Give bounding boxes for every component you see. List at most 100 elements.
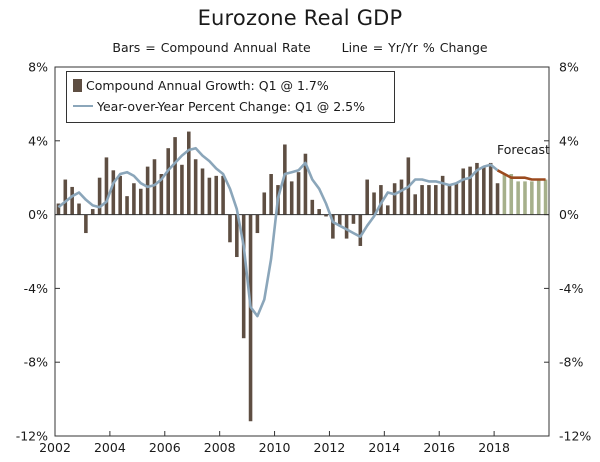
data-bar [379, 185, 383, 215]
chart-legend: Compound Annual Growth: Q1 @ 1.7% Year-o… [66, 71, 395, 123]
subtitle-bars-note: Bars = Compound Annual Rate [112, 40, 311, 55]
data-bar [118, 175, 122, 215]
data-bar [138, 188, 143, 215]
y-tick-label-left: -8% [24, 355, 48, 370]
data-bar [427, 185, 431, 215]
legend-line-swatch [73, 105, 93, 107]
data-bar [351, 214, 356, 224]
data-bar [145, 166, 150, 215]
forecast-label: Forecast [497, 142, 550, 157]
forecast-bar [523, 181, 527, 215]
data-bar [241, 214, 246, 339]
data-bar [283, 144, 287, 215]
data-bar [482, 166, 486, 215]
x-tick-label: 2016 [423, 440, 455, 455]
forecast-bar [502, 174, 507, 215]
data-bar [132, 183, 136, 215]
data-bar [461, 168, 466, 215]
data-bar [152, 159, 157, 215]
data-bar [468, 166, 472, 215]
data-bar [84, 214, 88, 234]
data-bar [180, 164, 184, 215]
data-bar [420, 185, 424, 215]
data-bar [173, 137, 177, 215]
data-bar [495, 183, 500, 215]
data-bar [166, 148, 170, 215]
data-bar [331, 214, 335, 239]
plot-frame [54, 66, 550, 437]
x-tick-label: 2018 [478, 440, 510, 455]
data-bar [365, 179, 369, 215]
data-bar [385, 205, 390, 215]
forecast-bar [516, 181, 520, 215]
x-tick-label: 2004 [94, 440, 126, 455]
y-tick-label-right: 8% [559, 60, 579, 75]
data-bar [392, 183, 397, 215]
chart-subtitle: Bars = Compound Annual Rate Line = Yr/Yr… [0, 40, 600, 55]
data-bar [97, 177, 102, 215]
data-bar [228, 214, 232, 243]
data-bar [262, 192, 267, 215]
data-bar [159, 174, 164, 215]
y-tick-label-right: 4% [559, 133, 579, 148]
y-tick-label-left: 8% [28, 60, 48, 75]
data-bar [296, 172, 301, 215]
forecast-bar [543, 179, 548, 215]
data-bar [344, 214, 349, 239]
data-bar [324, 214, 328, 217]
data-bar [125, 196, 129, 215]
legend-bar-swatch [73, 78, 82, 92]
data-bar [289, 181, 294, 215]
data-bar [111, 170, 116, 215]
data-bar [434, 185, 438, 215]
y-tick-label-left: -4% [24, 281, 48, 296]
data-bar [207, 177, 212, 215]
data-bar [187, 131, 191, 215]
data-bar [358, 214, 363, 246]
y-tick-label-right: -8% [559, 355, 583, 370]
data-bar [413, 194, 417, 215]
forecast-bar [536, 179, 541, 215]
data-bar [248, 214, 253, 422]
x-tick-label: 2008 [204, 440, 236, 455]
chart-title: Eurozone Real GDP [197, 6, 403, 30]
yoy-line [57, 146, 499, 318]
y-tick-label-left: 0% [28, 207, 48, 222]
x-tick-label: 2014 [368, 440, 400, 455]
data-bar [372, 192, 376, 215]
data-bar [77, 203, 81, 215]
forecast-bar [509, 174, 514, 215]
data-bar [56, 203, 61, 215]
data-bar [454, 183, 459, 215]
data-bar [310, 199, 315, 215]
data-bar [440, 175, 445, 215]
data-bar [70, 186, 74, 215]
data-bar [255, 214, 260, 234]
data-bar [235, 214, 239, 258]
data-bar [269, 174, 273, 215]
subtitle-line-note: Line = Yr/Yr % Change [341, 40, 488, 55]
data-bar [488, 162, 493, 215]
y-tick-label-right: -4% [559, 281, 583, 296]
data-bar [63, 179, 68, 215]
data-bar [337, 214, 342, 226]
legend-bar-label: Compound Annual Growth: Q1 @ 1.7% [86, 77, 329, 93]
legend-item-bars: Compound Annual Growth: Q1 @ 1.7% [73, 75, 329, 95]
x-tick-label: 2002 [39, 440, 71, 455]
bar-series [56, 131, 548, 422]
data-bar [221, 175, 225, 215]
x-tick-label: 2010 [259, 440, 291, 455]
data-bar [317, 209, 321, 215]
y-tick-label-left: 4% [28, 133, 48, 148]
line-series [57, 146, 546, 318]
data-bar [104, 157, 109, 215]
legend-item-line: Year-over-Year Percent Change: Q1 @ 2.5% [73, 96, 365, 116]
data-bar [200, 168, 205, 215]
yoy-forecast-line [496, 169, 546, 181]
data-bar [399, 179, 404, 215]
data-bar [90, 209, 95, 215]
data-bar [193, 159, 198, 215]
x-tick-label: 2006 [149, 440, 181, 455]
legend-line-label: Year-over-Year Percent Change: Q1 @ 2.5% [97, 98, 365, 114]
